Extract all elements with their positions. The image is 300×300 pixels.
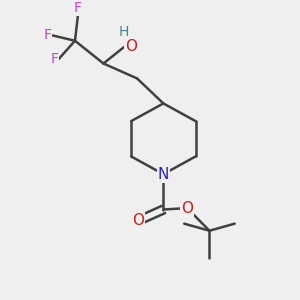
Text: H: H bbox=[118, 25, 129, 38]
Text: F: F bbox=[43, 28, 51, 42]
Text: O: O bbox=[181, 201, 193, 216]
Text: F: F bbox=[74, 1, 82, 15]
Text: F: F bbox=[51, 52, 58, 66]
Text: O: O bbox=[125, 39, 137, 54]
Text: O: O bbox=[132, 213, 144, 228]
Text: N: N bbox=[158, 167, 169, 182]
